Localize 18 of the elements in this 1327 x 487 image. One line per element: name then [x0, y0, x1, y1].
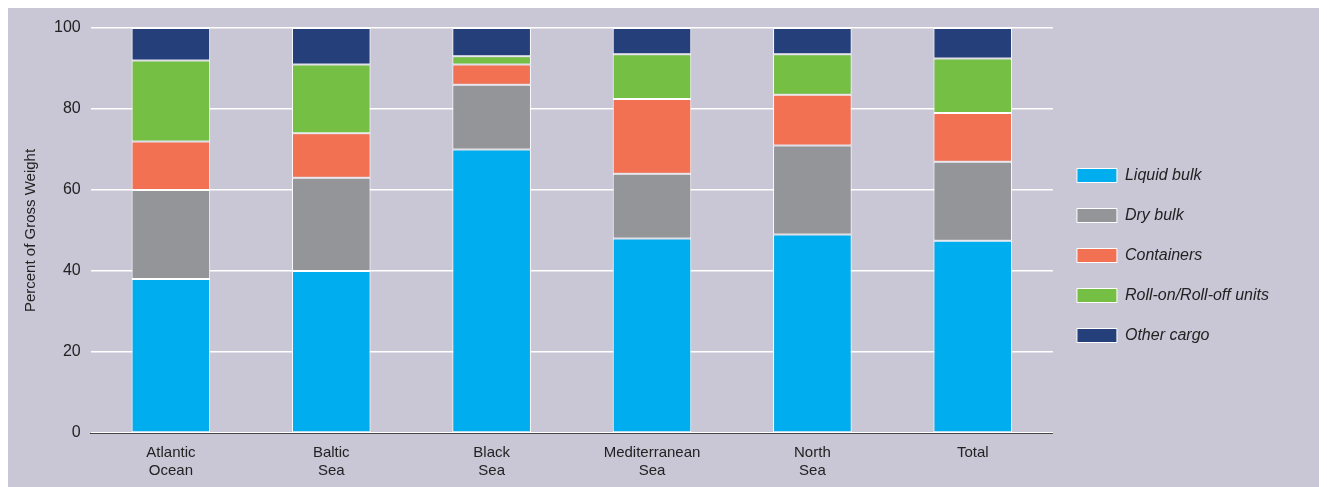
legend-label: Other cargo — [1124, 325, 1210, 343]
y-tick-label: 60 — [62, 180, 81, 198]
legend-label: Dry bulk — [1124, 205, 1185, 223]
y-tick-label: 20 — [62, 342, 81, 360]
y-tick-label: 100 — [53, 18, 81, 36]
x-tick-label: Black Sea — [473, 443, 511, 479]
x-tick-label: Atlantic Ocean — [146, 443, 196, 479]
x-tick-label: Baltic Sea — [312, 443, 351, 479]
x-tick-label: Total — [956, 443, 989, 461]
y-axis-title: Percent of Gross Weight — [21, 148, 39, 313]
x-tick-label: Mediterranean Sea — [603, 443, 701, 479]
x-tick-label: North Sea — [794, 443, 831, 479]
legend-label: Containers — [1124, 245, 1203, 263]
legend-label: Liquid bulk — [1124, 165, 1203, 183]
legend-label: Roll-on/Roll-off units — [1124, 285, 1270, 303]
y-tick-label: 0 — [71, 423, 81, 441]
y-tick-label: 40 — [62, 261, 81, 279]
y-tick-label: 80 — [62, 99, 81, 117]
